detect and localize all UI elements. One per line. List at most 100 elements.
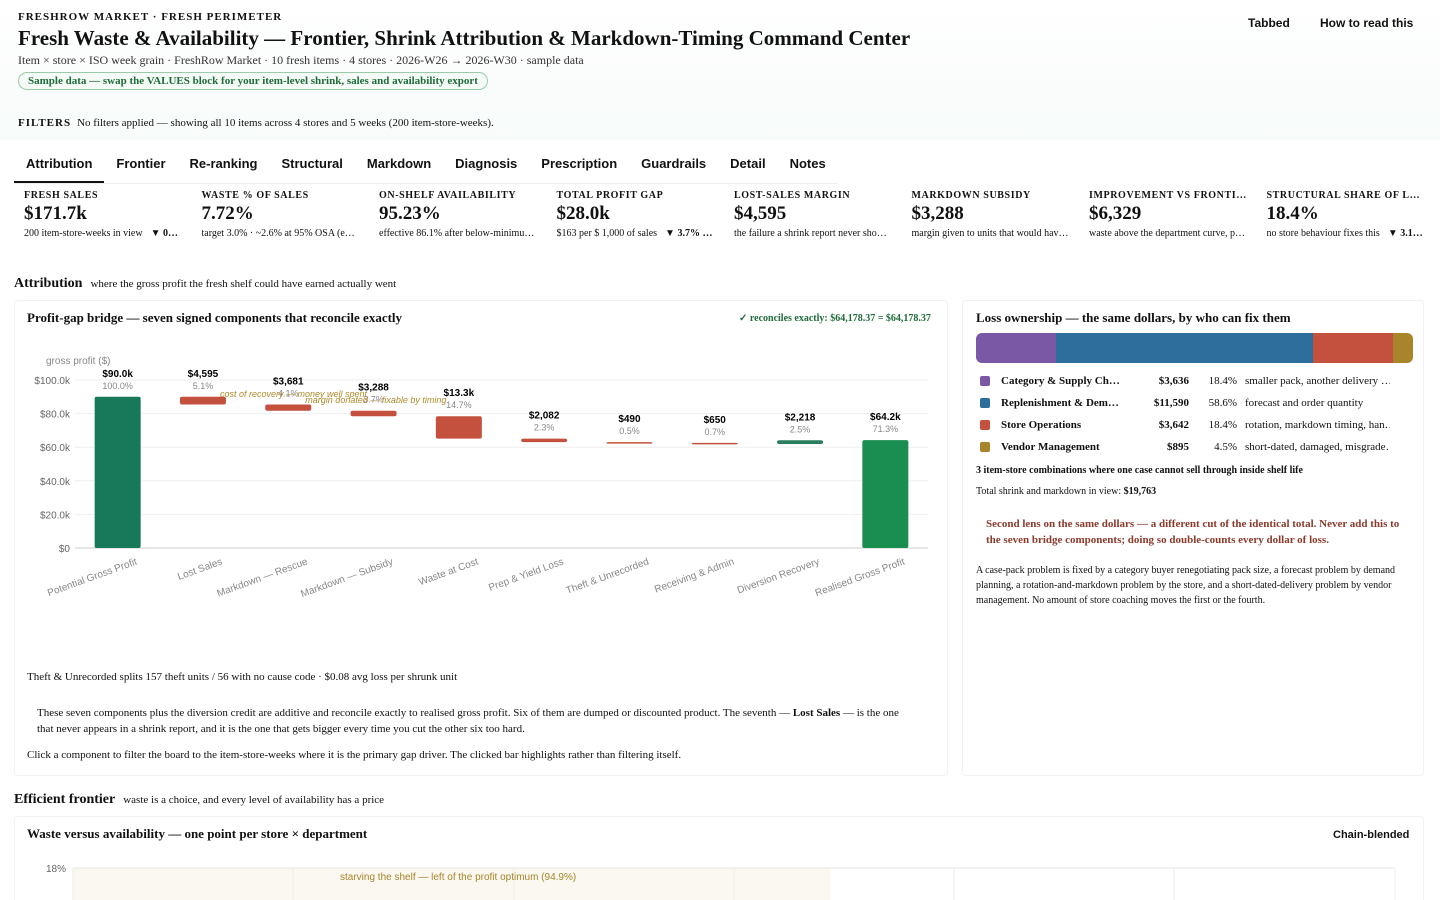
bar[interactable] xyxy=(435,416,482,439)
blend-button[interactable]: Chain-blended xyxy=(1333,829,1410,841)
share-label: 2.3% xyxy=(534,423,555,433)
reconcile: ✓ reconciles exactly: $64,178.37 = $64,1… xyxy=(739,313,931,324)
x-tick-label: Prep & Yield Loss xyxy=(487,556,565,593)
frontier-chart: 18% starving the shelf — left of the prof… xyxy=(46,864,1396,900)
combos: 3 item-store combinations where one case… xyxy=(976,465,1303,476)
value-label: $3,288 xyxy=(358,383,389,394)
tab[interactable]: Structural xyxy=(281,156,343,171)
ownership-segment[interactable] xyxy=(1056,333,1313,363)
bar[interactable] xyxy=(777,440,824,444)
tab[interactable]: Markdown xyxy=(366,156,432,171)
kpi-label: IMPROVEMENT VS FRONTI… xyxy=(1089,190,1247,201)
kpi-value: $3,288 xyxy=(911,203,964,224)
kpi-value: 95.23% xyxy=(379,203,441,224)
owner-desc: forecast and order quantity xyxy=(1245,397,1364,409)
heading: Efficient frontier xyxy=(14,792,116,807)
sample-badge: Sample data — swap the VALUES block for … xyxy=(18,72,488,90)
x-tick-label: Lost Sales xyxy=(176,556,224,582)
value-label: $650 xyxy=(704,415,727,426)
swatch xyxy=(980,420,990,430)
swatch xyxy=(980,376,990,386)
layout-button[interactable]: Tabbed xyxy=(1248,16,1290,30)
value-label: $90.0k xyxy=(102,369,133,380)
tabs: Attribution Frontier Re-ranking Structural M… xyxy=(14,148,838,184)
bar[interactable] xyxy=(179,396,226,405)
tab[interactable]: Detail xyxy=(730,156,766,171)
value-label: $4,595 xyxy=(188,369,219,380)
subtitle: Item × store × ISO week grain · FreshRow… xyxy=(18,53,584,67)
filters-text: No filters applied — showing all 10 item… xyxy=(77,117,494,129)
ownership-row: Replenishment & Dem… $11,590 58.6% forecast… xyxy=(980,397,1410,409)
kpi: STRUCTURAL SHARE OF L… 18.4% no store beha… xyxy=(1257,190,1435,239)
kpi-value: $4,595 xyxy=(734,203,787,224)
share-label: 4.1% xyxy=(278,389,299,399)
bar[interactable] xyxy=(265,404,312,411)
kpi-label: ON-SHELF AVAILABILITY xyxy=(379,190,517,201)
bar[interactable] xyxy=(521,438,568,443)
bar[interactable] xyxy=(350,410,397,417)
x-tick-label: Realised Gross Profit xyxy=(814,556,907,599)
kpi-note-row: effective 86.1% after below-minimu… xyxy=(379,228,537,239)
value-label: $2,082 xyxy=(529,411,560,422)
callout: Second lens on the same dollars — a diff… xyxy=(986,518,1400,546)
kpi: LOST-SALES MARGIN $4,595 the failure a shr… xyxy=(724,190,902,239)
kpi-label: LOST-SALES MARGIN xyxy=(734,190,851,201)
kpi-strip: FRESH SALES $171.7k 200 item-store-weeks i… xyxy=(14,190,1434,239)
kpi-note-row: target 3.0% · ~2.6% at 95% OSA (e… xyxy=(202,228,360,239)
value-label: $13.3k xyxy=(444,388,475,399)
tab[interactable]: Frontier xyxy=(116,156,166,171)
y-axis-label: gross profit ($) xyxy=(46,356,110,367)
kpi-value: $28.0k xyxy=(556,203,610,224)
x-tick-label: Markdown — Subsidy xyxy=(299,556,394,600)
card-title: Waste versus availability — one point pe… xyxy=(27,826,368,841)
share-label: 2.5% xyxy=(790,424,811,434)
kpi-note-row: 200 item-store-weeks in view ▼ 0… xyxy=(24,228,182,239)
kpi-note: $163 per $ 1,000 of sales xyxy=(556,228,658,239)
tab[interactable]: Attribution xyxy=(14,148,105,183)
y-tick-label: 18% xyxy=(46,864,66,875)
value-label: $3,681 xyxy=(273,377,304,388)
y-tick-label: $60.0k xyxy=(40,443,71,454)
kpi-value: 18.4% xyxy=(1266,203,1319,224)
section-heading: Attribution where the gross profit the fr… xyxy=(14,276,396,292)
share-label: 0.5% xyxy=(619,426,640,436)
kpi-value: $6,329 xyxy=(1089,203,1142,224)
y-tick-label: $100.0k xyxy=(34,376,71,387)
bar[interactable] xyxy=(94,396,141,548)
kpi-label: MARKDOWN SUBSIDY xyxy=(911,190,1031,201)
x-tick-label: Potential Gross Profit xyxy=(46,556,139,599)
bar[interactable] xyxy=(862,440,909,548)
help-button[interactable]: How to read this xyxy=(1320,16,1414,30)
tab[interactable]: Re-ranking xyxy=(189,156,258,171)
total: Total shrink and markdown in view: $19,7… xyxy=(976,486,1156,497)
value-label: $64.2k xyxy=(870,412,901,423)
kpi-note-row: waste above the department curve, p… xyxy=(1089,228,1247,239)
ownership-segment[interactable] xyxy=(1312,333,1394,363)
bar[interactable] xyxy=(691,442,738,445)
bar[interactable] xyxy=(606,442,653,444)
ownership-segment[interactable] xyxy=(976,333,1057,363)
kpi-label: STRUCTURAL SHARE OF L… xyxy=(1266,190,1421,201)
kpi-label: FRESH SALES xyxy=(24,190,99,201)
tab[interactable]: Prescription xyxy=(541,156,618,171)
ownership-explain: A case-pack problem is fixed by a catego… xyxy=(976,565,1396,606)
ownership-row: Vendor Management $895 4.5% short-dated, da… xyxy=(980,441,1410,453)
annotation: starving the shelf — left of the profit … xyxy=(340,872,576,883)
ownership-segment[interactable] xyxy=(1393,333,1413,363)
kpi-note: target 3.0% · ~2.6% at 95% OSA (e… xyxy=(201,228,355,239)
x-tick-label: Receiving & Admin xyxy=(653,556,736,595)
owner-share: 18.4% xyxy=(1208,375,1237,387)
tab[interactable]: Guardrails xyxy=(641,156,707,171)
kpi-delta: ▼ 3.1… xyxy=(1387,228,1423,239)
tab[interactable]: Notes xyxy=(789,156,826,171)
share-label: 71.3% xyxy=(873,424,899,434)
shade-region xyxy=(73,868,830,900)
share-label: 3.7% xyxy=(363,395,384,405)
swatch xyxy=(980,398,990,408)
value-label: $490 xyxy=(618,414,641,425)
kpi: IMPROVEMENT VS FRONTI… $6,329 waste above … xyxy=(1079,190,1257,239)
heading: Attribution xyxy=(14,276,83,291)
tab[interactable]: Diagnosis xyxy=(455,156,518,171)
kpi-note: no store behaviour fixes this xyxy=(1266,228,1380,239)
annotation: margin donated — fixable by timing xyxy=(305,395,446,405)
